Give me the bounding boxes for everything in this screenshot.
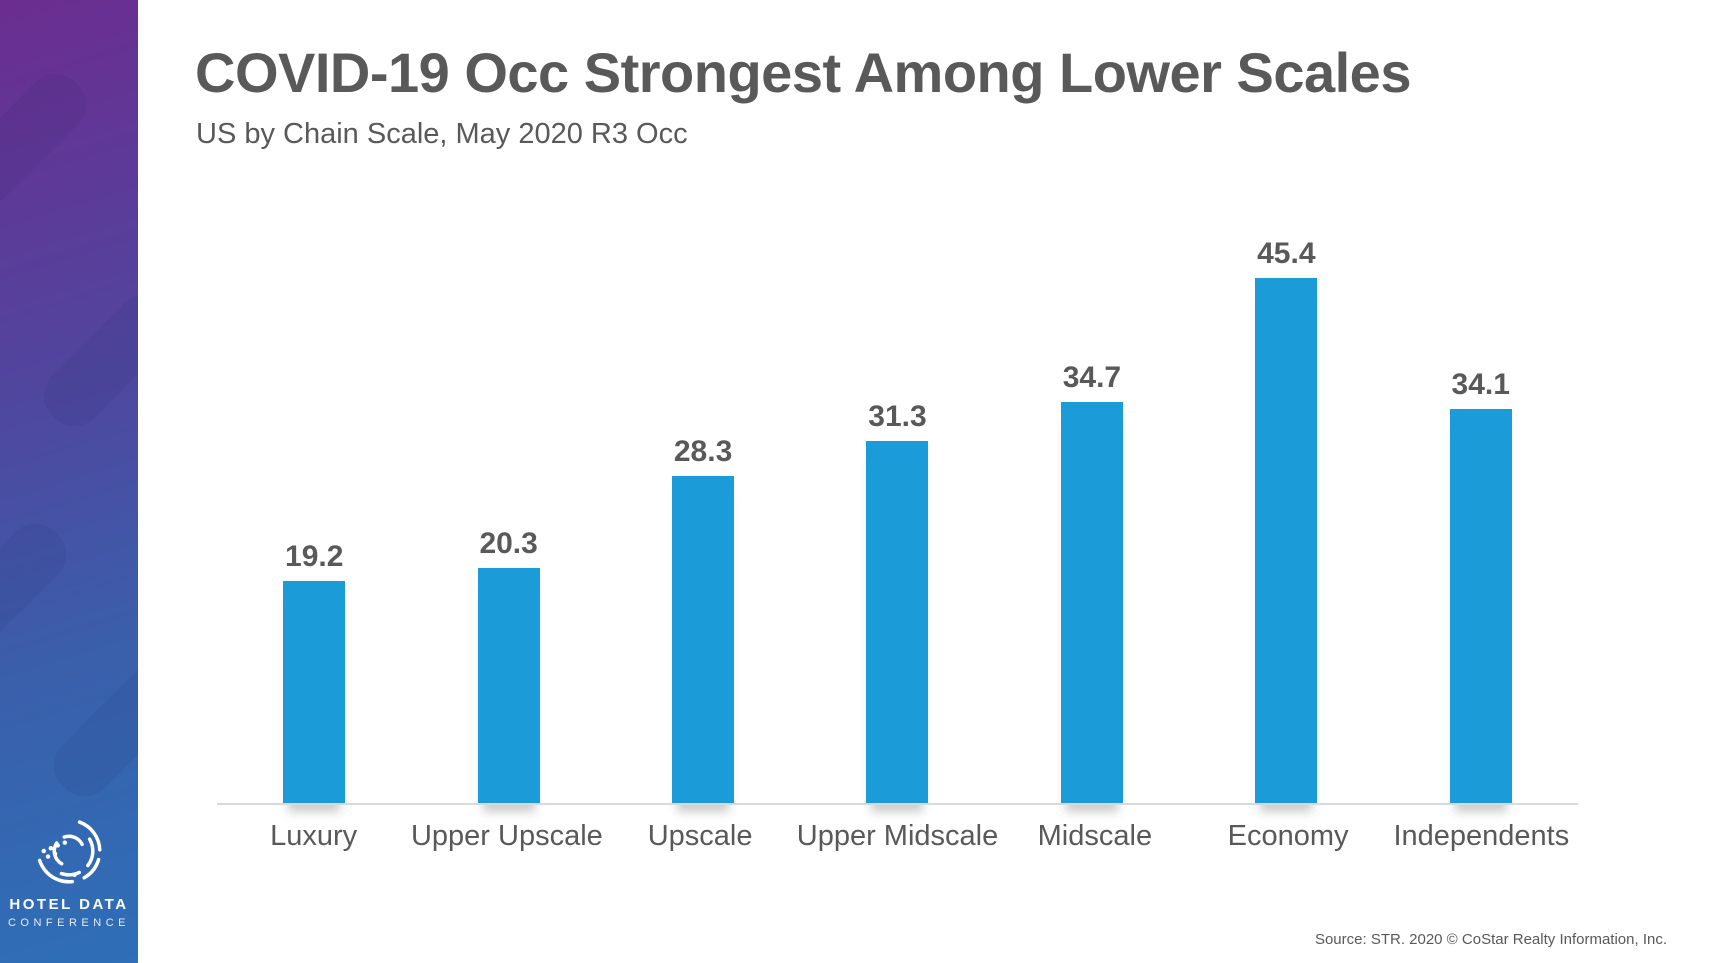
bar-slot: 20.3 xyxy=(411,225,605,803)
bar-value-label: 28.3 xyxy=(673,434,733,468)
bar-value-label: 34.1 xyxy=(1451,367,1510,401)
category-label: Upscale xyxy=(647,820,753,852)
category-label: Independents xyxy=(1393,820,1570,852)
chart-bars: 19.2 20.3 28.3 31.3 34.7 45.4 34.1 xyxy=(217,225,1578,805)
bar-chart: 19.2 20.3 28.3 31.3 34.7 45.4 34.1 Luxury Upper… xyxy=(217,225,1578,854)
logo-circle-icon xyxy=(36,818,102,884)
bar-slot: 34.7 xyxy=(995,225,1189,803)
logo-text-conference: CONFERENCE xyxy=(7,917,130,929)
slide-subtitle: US by Chain Scale, May 2020 R3 Occ xyxy=(196,118,688,150)
bar xyxy=(672,475,735,803)
category-label: Upper Midscale xyxy=(796,820,999,852)
bar-slot: 28.3 xyxy=(606,225,800,803)
bar xyxy=(1060,401,1123,803)
bar xyxy=(283,581,346,803)
x-axis-line xyxy=(217,803,1578,805)
bar-value-label: 20.3 xyxy=(479,527,538,561)
category-label: Upper Upscale xyxy=(410,820,603,852)
bar-value-label: 19.2 xyxy=(285,540,344,574)
bar-value-label: 34.7 xyxy=(1062,360,1122,394)
source-note: Source: STR. 2020 © CoStar Realty Inform… xyxy=(1314,931,1667,948)
bar-slot: 31.3 xyxy=(800,225,994,803)
bar-value-label: 31.3 xyxy=(868,400,927,434)
bar xyxy=(1255,278,1318,803)
bar-slot: 19.2 xyxy=(217,225,411,803)
slide-title: COVID-19 Occ Strongest Among Lower Scale… xyxy=(195,41,1411,104)
bar-slot: 45.4 xyxy=(1189,225,1383,803)
bar xyxy=(866,441,929,803)
bar-value-label: 45.4 xyxy=(1257,237,1316,271)
logo-text-hotel-data: HOTEL DATA xyxy=(9,896,129,913)
hotel-data-conference-logo: HOTEL DATA CONFERENCE xyxy=(0,816,138,929)
bar-slot: 34.1 xyxy=(1384,225,1578,803)
bar xyxy=(1449,408,1512,803)
chart-labels: Luxury Upper Upscale Upscale Upper Midscale… xyxy=(217,819,1578,854)
category-label: Economy xyxy=(1227,820,1349,852)
category-label: Midscale xyxy=(1037,820,1153,852)
category-label: Luxury xyxy=(270,820,358,852)
bar xyxy=(477,568,540,803)
sidebar-gradient-band: HOTEL DATA CONFERENCE xyxy=(0,0,138,963)
